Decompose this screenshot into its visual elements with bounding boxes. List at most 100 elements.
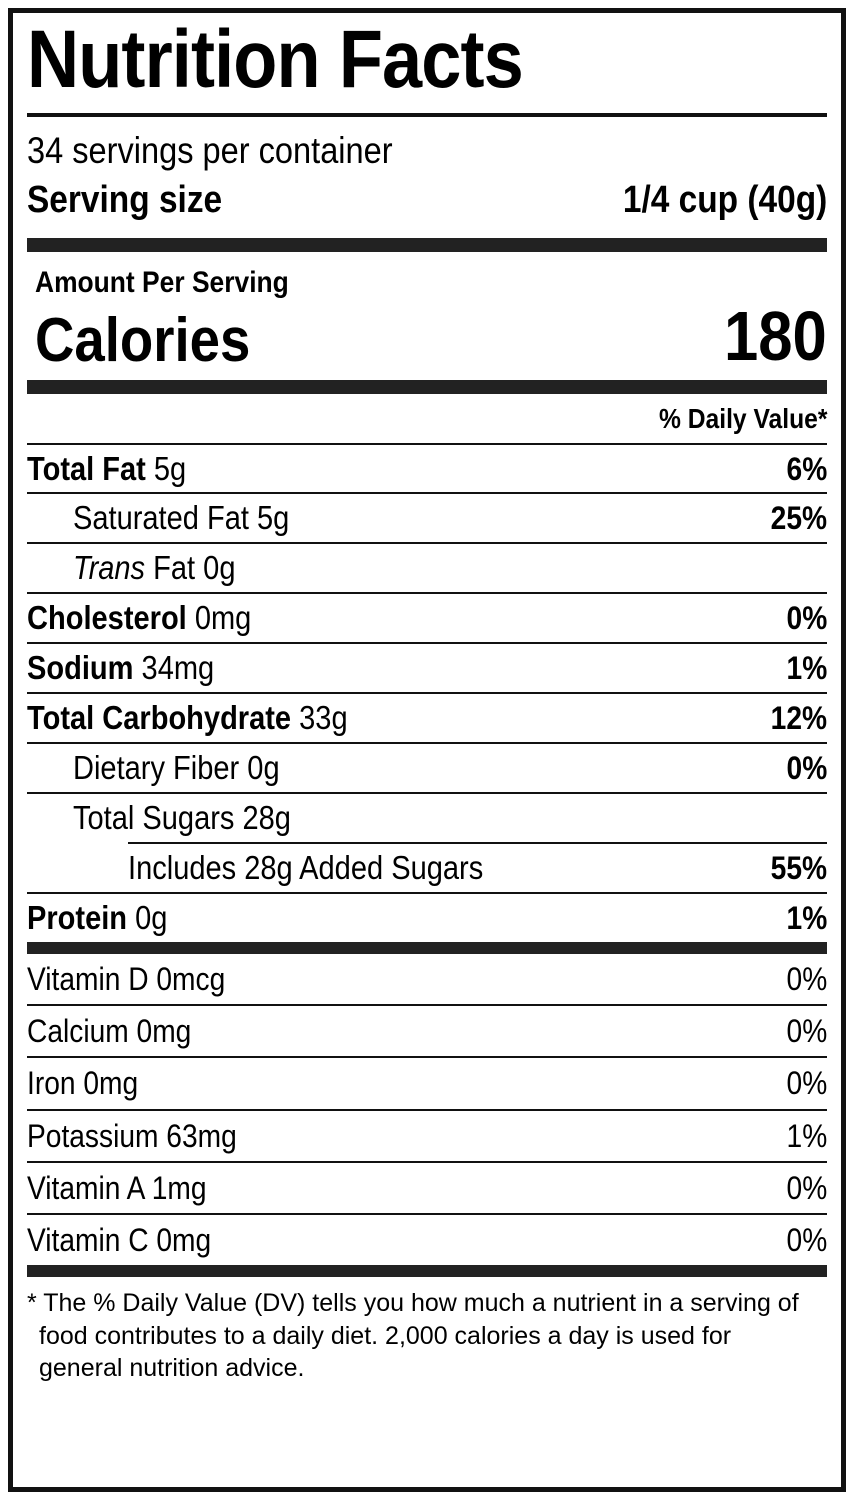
nutrient-name-lead: Saturated Fat (73, 499, 249, 537)
table-row: Sodium 34mg 1% (27, 644, 827, 692)
nutrient-daily-value: 6% (786, 450, 827, 487)
nutrient-amount: 5g (145, 449, 187, 487)
label-title-text: Nutrition Facts (27, 21, 524, 105)
page-title: Nutrition Facts (27, 21, 827, 113)
nutrient-amount: 0g (127, 899, 168, 937)
daily-value-header-text: % Daily Value* (658, 402, 827, 434)
nutrient-daily-value: 1% (786, 900, 827, 937)
vitamin-row-divider (27, 1108, 827, 1111)
vitamin-name: Calcium 0mg (27, 1013, 192, 1050)
nutrient-name-lead: Sodium (27, 649, 134, 687)
nutrient-name: Trans Fat 0g (73, 549, 258, 587)
servings-per-container-text: 34 servings per container (27, 130, 393, 171)
nutrient-name: Saturated Fat 5g (73, 499, 319, 537)
vitamin-daily-value: 0% (786, 1169, 827, 1206)
nutrient-name-lead: Protein (27, 899, 128, 937)
title-block: Nutrition Facts (27, 13, 827, 113)
table-row: Trans Fat 0g (27, 544, 827, 592)
table-row: Vitamin A 1mg 0% (27, 1163, 827, 1213)
table-row: Includes 28g Added Sugars 55% (27, 844, 827, 892)
table-row: Potassium 63mg 1% (27, 1111, 827, 1161)
rule-under-title (27, 113, 827, 117)
vitamin-daily-value: 0% (786, 1221, 827, 1258)
nutrient-amount: 28g Added Sugars (236, 849, 484, 887)
table-row: Dietary Fiber 0g 0% (27, 744, 827, 792)
vitamin-name: Vitamin C 0mg (27, 1221, 212, 1258)
vitamin-name: Vitamin A 1mg (27, 1169, 207, 1206)
rule-thick-after-protein (27, 942, 827, 955)
vitamin-row-divider (27, 1212, 827, 1215)
nutrient-row-divider (27, 642, 827, 645)
nutrient-name: Dietary Fiber 0g (73, 749, 308, 787)
nutrient-name: Cholesterol 0mg (27, 599, 282, 637)
nutrient-row-divider (27, 792, 827, 795)
table-row: Vitamin C 0mg 0% (27, 1215, 827, 1265)
rule-thick-after-calories (27, 379, 827, 394)
calories-label-text: Calories (35, 306, 251, 376)
table-row: Protein 0g 1% (27, 894, 827, 942)
nutrient-row-divider (128, 842, 827, 845)
nutrient-amount: 33g (291, 699, 348, 737)
nutrient-amount: 0g (239, 749, 280, 787)
vitamin-daily-value: 0% (786, 1013, 827, 1050)
nutrient-name-lead: Dietary Fiber (73, 749, 240, 787)
nutrient-name-lead: Cholesterol (27, 599, 187, 637)
serving-size-label: Serving size (27, 179, 223, 221)
nutrient-name-lead: Total Sugars (73, 799, 235, 837)
table-row: Saturated Fat 5g 25% (27, 494, 827, 542)
nutrient-name: Includes 28g Added Sugars (128, 849, 532, 887)
rule-thick-before-footnote (27, 1265, 827, 1278)
serving-size-value: 1/4 cup (40g) (622, 179, 827, 221)
vitamin-daily-value: 0% (786, 1065, 827, 1102)
nutrient-name: Total Fat 5g (27, 449, 208, 488)
nutrient-name-lead: Includes (128, 849, 237, 887)
amount-per-serving-label: Amount Per Serving (27, 252, 827, 300)
nutrient-name-lead: Total Fat (27, 449, 146, 487)
vitamin-name: Iron 0mg (27, 1065, 139, 1102)
table-row: Cholesterol 0mg 0% (27, 594, 827, 642)
nutrient-name-lead: Total Carbohydrate (27, 699, 292, 737)
nutrient-daily-value: 12% (770, 700, 827, 737)
vitamin-name: Vitamin D 0mcg (27, 961, 226, 998)
amount-per-serving-text: Amount Per Serving (35, 266, 289, 299)
daily-value-header: % Daily Value* (27, 394, 827, 443)
nutrient-name: Sodium 34mg (27, 649, 240, 687)
daily-value-footnote: * The % Daily Value (DV) tells you how m… (27, 1277, 827, 1385)
footnote-text: * The % Daily Value (DV) tells you how m… (27, 1289, 799, 1383)
nutrient-row-divider (27, 742, 827, 745)
nutrient-row-divider (27, 542, 827, 545)
rule-above-nutrients (27, 442, 827, 445)
table-row: Total Sugars 28g (27, 794, 827, 842)
nutrient-row-divider (27, 592, 827, 595)
nutrient-row-divider (27, 492, 827, 495)
vitamin-row-divider (27, 1004, 827, 1007)
nutrient-row-divider (27, 892, 827, 895)
calories-row: Calories 180 (27, 297, 827, 380)
vitamin-daily-value: 1% (786, 1117, 827, 1154)
vitamin-list: Vitamin D 0mcg 0% Calcium 0mg 0% Iron 0mg 0% P… (27, 954, 827, 1265)
servings-per-container: 34 servings per container (27, 117, 827, 179)
table-row: Total Fat 5g 6% (27, 445, 827, 493)
nutrient-amount: 0mg (186, 599, 252, 637)
calories-value-text: 180 (724, 297, 827, 375)
vitamin-name: Potassium 63mg (27, 1117, 237, 1154)
nutrient-daily-value: 0% (786, 600, 827, 637)
nutrient-daily-value: 25% (770, 500, 827, 537)
nutrient-name: Total Carbohydrate 33g (27, 699, 391, 737)
nutrition-facts-label: Nutrition Facts 34 servings per containe… (8, 8, 846, 1492)
serving-size-row: Serving size 1/4 cup (40g) (27, 179, 827, 238)
table-row: Iron 0mg 0% (27, 1058, 827, 1108)
nutrient-amount: Fat 0g (145, 549, 236, 587)
vitamin-daily-value: 0% (786, 961, 827, 998)
table-row: Calcium 0mg 0% (27, 1006, 827, 1056)
rule-thick-after-serving-size (27, 238, 827, 252)
nutrient-amount: 5g (248, 499, 290, 537)
vitamin-row-divider (27, 1056, 827, 1059)
nutrient-name-lead: Trans (73, 549, 146, 587)
nutrient-name: Total Sugars 28g (73, 799, 321, 837)
nutrient-daily-value: 1% (786, 650, 827, 687)
nutrient-row-divider (27, 692, 827, 695)
calories-label: Calories (35, 308, 280, 373)
table-row: Total Carbohydrate 33g 12% (27, 694, 827, 742)
nutrient-name: Protein 0g (27, 899, 187, 937)
